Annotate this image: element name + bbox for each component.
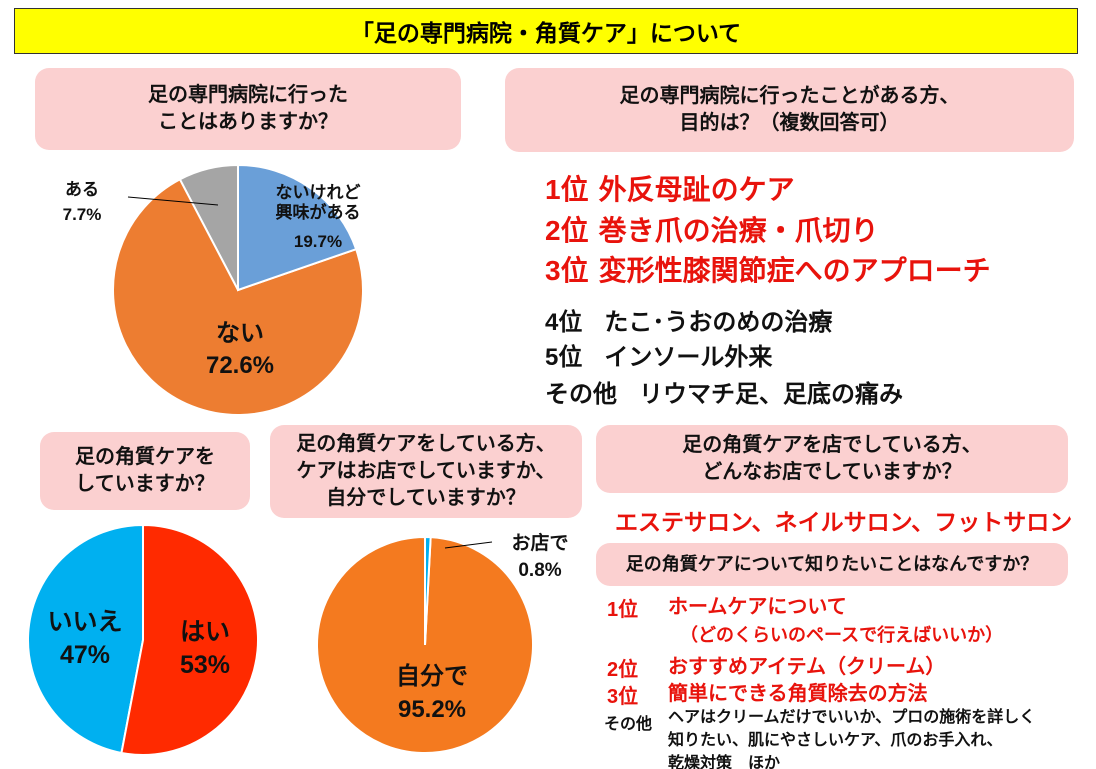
value-label: 0.8% (518, 560, 562, 581)
question: 足の専門病院に行ったことがある方、 目的は？（複数回答可） (505, 68, 1074, 152)
value-label: 95.2% (397, 696, 467, 723)
ranking-row: 1位 外反母趾のケア (545, 168, 795, 208)
ranking-row: 2位 巻き爪の治療・爪切り (545, 209, 879, 249)
value-label: 47% (59, 641, 111, 669)
slice-label: 自分で (396, 663, 468, 690)
question: 足の角質ケアをしている方、 ケアはお店でしていますか、 自分でしていますか？ (270, 425, 582, 518)
want-text: ホームケアについて (668, 596, 847, 618)
ranking-row: 4位 たこ･うおのめの治療 (545, 302, 832, 337)
ranking-row: その他 リウマチ足、足底の痛み (545, 374, 903, 409)
ranking-text: 巻き爪の治療・爪切り (598, 215, 879, 246)
ranking-text: インソール外来 (604, 344, 773, 371)
rank: 4位 (545, 309, 583, 336)
pie-slice (424, 535, 432, 646)
want-text: ヘアはクリームだけでいいか、プロの施術を詳しく 知りたい、肌にやさしいケア、爪の… (668, 709, 1036, 769)
rank: 1位 (545, 174, 589, 205)
rank: その他 (604, 716, 653, 733)
shops: エステサロン、ネイルサロン、フットサロン (615, 509, 1073, 535)
slice-label: いいえ (47, 608, 123, 636)
question: 足の角質ケアについて知りたいことはなんですか？ (596, 543, 1068, 586)
leader-line (444, 541, 493, 549)
want-text: おすすめアイテム（クリーム） (668, 656, 946, 678)
rank: 3位 (545, 255, 589, 286)
value-label: 72.6% (205, 352, 275, 379)
rank: 5位 (545, 344, 583, 371)
slice-label: はい (179, 618, 230, 646)
ranking-text: リウマチ足、足底の痛み (639, 381, 903, 408)
value-label: 53% (179, 651, 231, 679)
value-label: 19.7% (293, 232, 343, 251)
leader-line (127, 196, 219, 206)
header-title: 「足の専門病院・角質ケア」について (14, 8, 1078, 54)
question: 足の角質ケアを していますか？ (40, 432, 250, 510)
pie-slice (27, 523, 144, 755)
slice-label: お店で (511, 533, 569, 554)
want-text: 簡単にできる角質除去の方法 (668, 683, 928, 705)
ranking-row: 3位 変形性膝関節症へのアプローチ (545, 249, 991, 289)
ranking-text: たこ･うおのめの治療 (604, 309, 833, 336)
rank: 3位 (607, 686, 639, 708)
pie-slice (120, 523, 259, 756)
pie-slice (237, 163, 358, 292)
slice-label: ない (216, 320, 264, 347)
rank: 1位 (607, 599, 639, 621)
value-label: 7.7% (62, 205, 102, 224)
ranking-text: 外反母趾のケア (598, 174, 795, 205)
ranking-text: 変形性膝関節症へのアプローチ (598, 255, 991, 286)
rank: 2位 (607, 659, 639, 681)
question: 足の角質ケアを店でしている方、 どんなお店でしていますか？ (596, 425, 1068, 493)
ranking-row: 5位 インソール外来 (545, 337, 772, 372)
rank: 2位 (545, 215, 589, 246)
rank: その他 (545, 381, 617, 408)
want-note: （どのくらいのペースで行えばいいか） (680, 625, 1004, 645)
question: 足の専門病院に行った ことはありますか？ (35, 68, 461, 150)
slice-label: ないけれど 興味がある (275, 183, 361, 223)
slice-label: ある (65, 180, 99, 199)
pie-slice (112, 177, 364, 416)
